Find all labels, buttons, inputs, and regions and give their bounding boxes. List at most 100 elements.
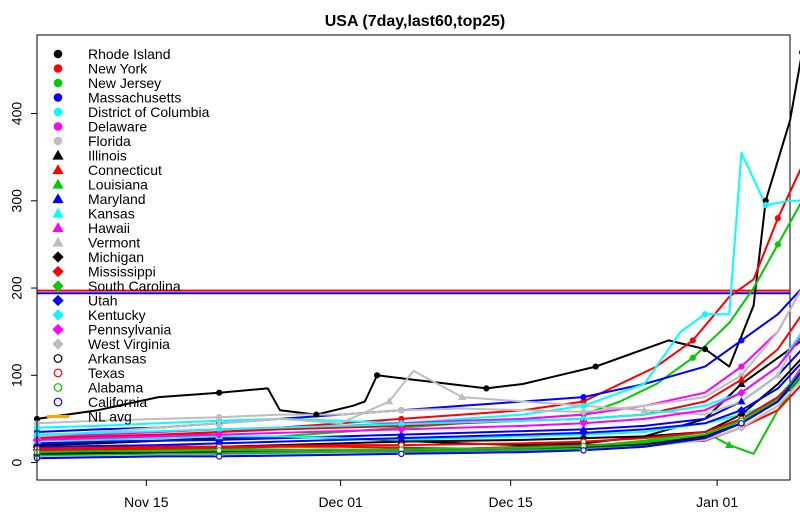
legend-label-kentucky: Kentucky	[88, 307, 146, 323]
legend-label-kansas: Kansas	[88, 206, 135, 222]
legend-marker-texas	[53, 368, 63, 378]
legend-label-vermont: Vermont	[88, 235, 140, 251]
y-axis: 0 100 200 300 400	[9, 102, 38, 466]
data-point-rhode-island	[313, 411, 320, 418]
legend-label-louisiana: Louisiana	[88, 177, 148, 193]
x-tick-label: Dec 01	[318, 494, 363, 510]
series-line-new-jersey	[36, 202, 800, 447]
legend-label-connecticut: Connecticut	[88, 162, 162, 178]
data-point-illinois	[737, 379, 746, 387]
data-point-rhode-island	[592, 363, 599, 370]
reference-lines	[37, 289, 790, 295]
legend-marker-massachusetts	[53, 93, 63, 102]
data-point-utah	[397, 434, 406, 443]
y-tick-label: 200	[9, 276, 25, 300]
data-point-rhode-island	[483, 385, 490, 392]
legend-marker-district-of-columbia	[53, 107, 63, 117]
legend-label-maryland: Maryland	[88, 191, 146, 207]
data-point-alabama	[215, 447, 223, 454]
legend-marker-alabama	[53, 383, 63, 392]
data-point-massachusetts	[580, 394, 587, 401]
data-point-district-of-columbia	[762, 202, 769, 209]
data-point-maryland	[737, 397, 746, 405]
legend-marker-new-york	[53, 64, 63, 73]
data-point-california	[398, 450, 405, 458]
data-point-california	[580, 447, 587, 454]
data-point-utah	[579, 428, 588, 437]
legend-marker-new-jersey	[53, 78, 63, 88]
legend-label-new-jersey: New Jersey	[88, 75, 161, 91]
series-line-south-carolina	[36, 371, 800, 457]
data-point-massachusetts	[738, 337, 745, 344]
data-point-rhode-island	[373, 372, 381, 379]
legend-label-south-carolina: South Carolina	[88, 278, 181, 294]
data-point-new-york	[774, 215, 781, 222]
legend-label-massachusetts: Massachusetts	[88, 90, 181, 106]
data-point-florida	[580, 408, 587, 416]
data-point-new-york	[689, 337, 696, 344]
legend-marker-mississippi	[52, 265, 64, 278]
data-point-pennsylvania	[397, 425, 406, 434]
legend-label-michigan: Michigan	[88, 249, 144, 265]
data-point-pennsylvania	[579, 419, 588, 428]
legend-marker-california	[53, 397, 63, 407]
data-point-new-jersey	[689, 354, 696, 361]
series-line-utah	[36, 362, 800, 448]
legend-label-mississippi: Mississippi	[88, 264, 156, 280]
x-tick-label: Jan 01	[696, 494, 738, 510]
y-tick-label: 100	[9, 363, 25, 387]
legend-marker-vermont	[52, 236, 64, 247]
legend-label-district-of-columbia: District of Columbia	[88, 104, 210, 120]
data-point-vermont	[385, 397, 394, 405]
series-line-district-of-columbia	[36, 151, 800, 429]
legend-label-california: California	[88, 394, 147, 410]
chart-title: USA (7day,last60,top25)	[325, 13, 506, 30]
legend-marker-michigan	[52, 251, 64, 263]
legend-label-pennsylvania: Pennsylvania	[88, 322, 171, 338]
x-axis: Nov 15 Dec 01 Dec 15 Jan 01	[124, 479, 738, 510]
legend-label-texas: Texas	[88, 365, 125, 381]
legend-marker-arkansas	[53, 354, 63, 363]
legend-marker-hawaii	[52, 222, 64, 233]
legend-label-nl-avg: NL avg	[88, 409, 132, 425]
legend-label-west-virginia: West Virginia	[88, 336, 170, 352]
legend-marker-florida	[53, 136, 63, 146]
series-line-rhode-island	[36, 58, 800, 420]
data-point-utah	[737, 406, 746, 415]
legend-marker-louisiana	[52, 178, 64, 189]
series-line-illinois	[36, 340, 800, 447]
data-point-louisiana	[725, 440, 734, 449]
data-point-pennsylvania	[215, 430, 224, 439]
series-line-florida	[36, 289, 800, 425]
legend-marker-maryland	[52, 193, 64, 204]
data-point-new-jersey	[774, 241, 781, 248]
data-point-district-of-columbia	[580, 402, 587, 409]
series-points	[32, 50, 800, 462]
data-point-pennsylvania	[737, 388, 746, 397]
legend-label-illinois: Illinois	[88, 148, 127, 164]
data-point-delaware	[738, 363, 745, 370]
series-line-maryland	[36, 349, 800, 445]
legend-marker-kansas	[52, 207, 64, 218]
data-point-rhode-island	[701, 346, 709, 353]
legend-marker-illinois	[52, 149, 64, 160]
data-point-california	[215, 453, 223, 460]
legend-label-rhode-island: Rhode Island	[88, 46, 171, 62]
legend-marker-delaware	[53, 122, 63, 131]
data-point-vermont	[773, 371, 782, 379]
legend-marker-west-virginia	[52, 338, 64, 350]
legend-marker-kentucky	[52, 309, 64, 321]
data-point-california	[738, 420, 745, 427]
legend-marker-connecticut	[52, 164, 64, 175]
data-point-vermont	[457, 392, 467, 401]
x-tick-label: Nov 15	[124, 494, 169, 510]
x-tick-label: Dec 15	[488, 494, 533, 510]
data-point-connecticut	[737, 375, 746, 383]
legend-label-hawaii: Hawaii	[88, 220, 130, 236]
legend-label-alabama: Alabama	[88, 380, 143, 396]
series-line-pennsylvania	[36, 337, 800, 441]
legend-label-delaware: Delaware	[88, 119, 147, 135]
legend-marker-utah	[52, 294, 64, 307]
